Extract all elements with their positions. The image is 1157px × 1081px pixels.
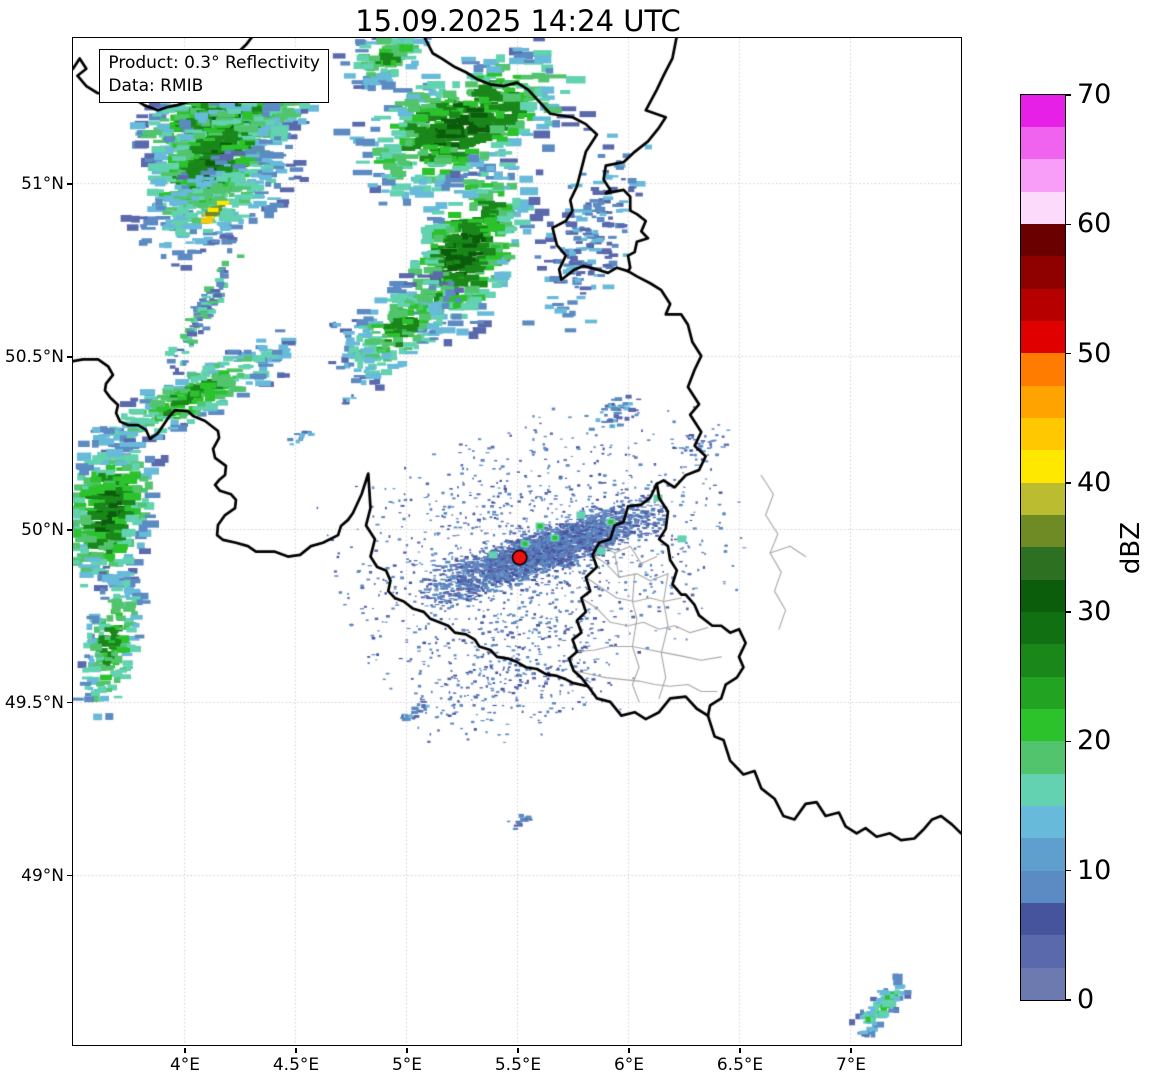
- x-axis-tick: [739, 1047, 741, 1053]
- radar-map-canvas: [73, 38, 962, 1046]
- colorbar-segment: [1020, 353, 1065, 386]
- y-axis-tick: [67, 875, 73, 877]
- colorbar-segment: [1020, 191, 1065, 225]
- colorbar-segment: [1020, 676, 1065, 710]
- colorbar-segment: [1020, 967, 1065, 1000]
- colorbar-segment: [1020, 321, 1065, 354]
- colorbar-segment: [1020, 709, 1065, 742]
- colorbar-tick-label: 60: [1077, 208, 1112, 240]
- x-tick-label: 6°E: [613, 1055, 645, 1075]
- x-axis-tick: [406, 1047, 408, 1053]
- colorbar-tick: [1066, 352, 1072, 355]
- colorbar-tick: [1066, 999, 1072, 1001]
- x-axis-tick: [850, 1047, 852, 1053]
- y-tick-label: 49.5°N: [4, 692, 64, 713]
- x-tick-label: 4°E: [169, 1055, 201, 1075]
- colorbar-segment: [1020, 418, 1065, 451]
- colorbar-segment: [1020, 612, 1065, 645]
- colorbar-segment: [1020, 385, 1065, 419]
- x-tick-label: 6.5°E: [716, 1055, 764, 1075]
- colorbar-segment: [1020, 806, 1065, 839]
- colorbar-tick: [1066, 611, 1072, 613]
- x-axis-tick: [184, 1047, 186, 1053]
- colorbar-segment: [1020, 127, 1065, 160]
- x-axis-tick: [628, 1047, 630, 1053]
- colorbar-segment: [1020, 94, 1065, 128]
- y-axis-tick: [67, 702, 73, 704]
- y-axis-tick: [67, 529, 73, 531]
- y-axis-tick: [67, 356, 73, 358]
- colorbar-segment: [1020, 870, 1065, 903]
- x-axis-tick: [295, 1047, 297, 1053]
- x-tick-label: 4.5°E: [272, 1055, 320, 1075]
- colorbar-segment: [1020, 256, 1065, 289]
- colorbar-segment: [1020, 644, 1065, 677]
- colorbar-segment: [1020, 450, 1065, 483]
- x-tick-label: 5.5°E: [494, 1055, 542, 1075]
- y-tick-label: 49°N: [21, 865, 64, 886]
- product-info-line1: Product: 0.3° Reflectivity: [108, 53, 320, 74]
- colorbar-segment: [1020, 579, 1065, 613]
- colorbar-segment: [1020, 515, 1065, 548]
- y-tick-label: 50.5°N: [4, 346, 64, 367]
- colorbar-tick-label: 50: [1077, 337, 1112, 369]
- colorbar-tick-label: 10: [1077, 854, 1112, 886]
- map-plot-area: Product: 0.3° Reflectivity Data: RMIB: [72, 37, 963, 1047]
- colorbar-segment: [1020, 547, 1065, 580]
- colorbar-segment: [1020, 838, 1065, 871]
- product-info-line2: Data: RMIB: [108, 76, 204, 97]
- colorbar-segment: [1020, 741, 1065, 774]
- colorbar: [1019, 93, 1066, 1001]
- colorbar-segment: [1020, 903, 1065, 936]
- y-tick-label: 51°N: [21, 173, 64, 194]
- colorbar-segment: [1020, 224, 1065, 257]
- colorbar-unit-label: dBZ: [1116, 521, 1146, 574]
- colorbar-segment: [1020, 935, 1065, 968]
- y-tick-label: 50°N: [21, 519, 64, 540]
- colorbar-segment: [1020, 482, 1065, 516]
- colorbar-tick: [1066, 482, 1072, 484]
- colorbar-segment: [1020, 159, 1065, 192]
- colorbar-tick-label: 0: [1077, 984, 1095, 1015]
- figure-title: 15.09.2025 14:24 UTC: [355, 4, 681, 38]
- colorbar-tick: [1066, 870, 1072, 872]
- x-tick-label: 7°E: [835, 1055, 867, 1075]
- colorbar-tick-label: 30: [1077, 596, 1112, 628]
- x-tick-label: 5°E: [391, 1055, 423, 1075]
- colorbar-tick-label: 40: [1077, 466, 1112, 498]
- colorbar-tick: [1066, 94, 1072, 96]
- colorbar-segment: [1020, 773, 1065, 807]
- colorbar-tick: [1066, 223, 1072, 225]
- colorbar-segment: [1020, 288, 1065, 322]
- product-info-box: Product: 0.3° Reflectivity Data: RMIB: [99, 49, 329, 104]
- colorbar-tick-label: 20: [1077, 725, 1112, 757]
- y-axis-tick: [67, 183, 73, 185]
- colorbar-tick: [1066, 740, 1072, 743]
- x-axis-tick: [517, 1047, 519, 1053]
- colorbar-tick-label: 70: [1077, 79, 1112, 110]
